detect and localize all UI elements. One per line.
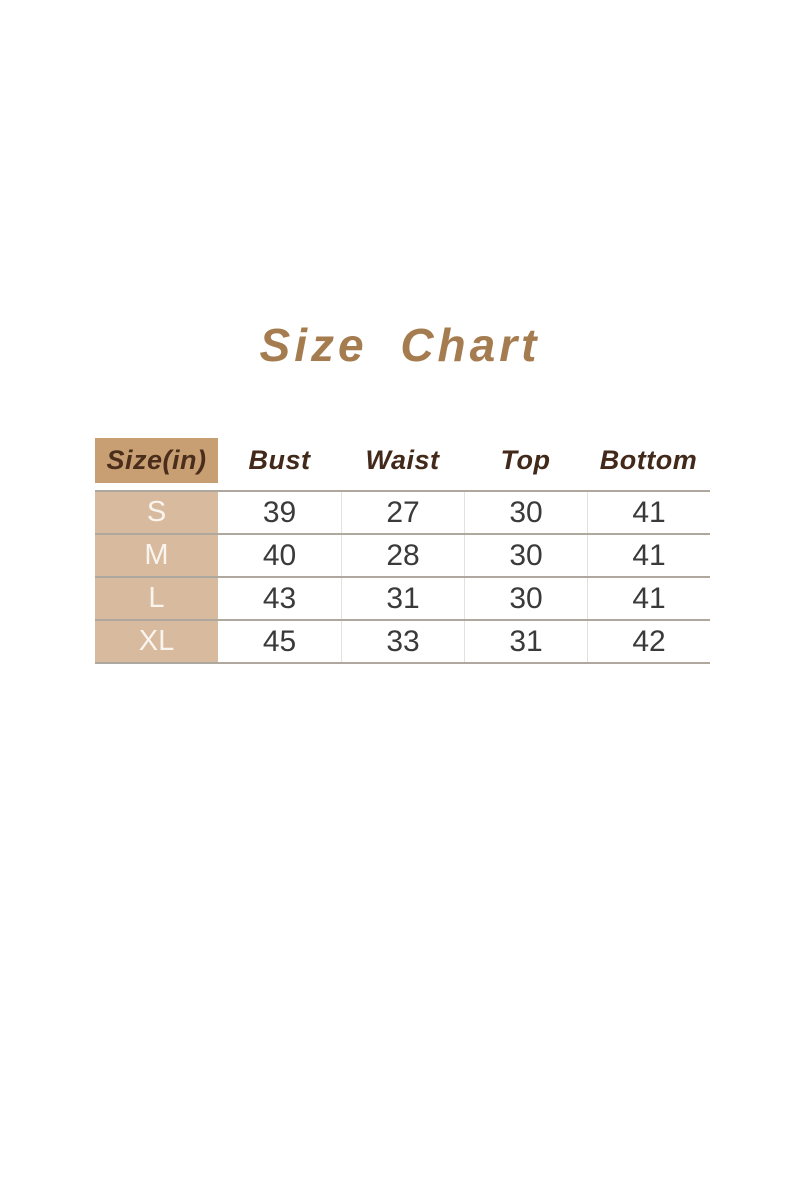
header-cell-waist: Waist xyxy=(365,445,440,475)
row-label: L xyxy=(95,578,218,619)
header-cell-bust: Bust xyxy=(248,445,311,475)
cell-waist: 31 xyxy=(341,578,464,619)
cell-top: 30 xyxy=(464,535,587,576)
cell-bottom: 41 xyxy=(587,578,710,619)
cell-top: 31 xyxy=(464,621,587,662)
table-row-s: S 39 27 30 41 xyxy=(95,492,710,535)
page-title: Size Chart xyxy=(259,319,541,371)
cell-waist: 33 xyxy=(341,621,464,662)
header-cell-bottom: Bottom xyxy=(599,445,698,475)
table-header-row: Size(in) Bust Waist Top Bottom xyxy=(95,438,710,483)
header-cell-size: Size(in) xyxy=(95,438,218,483)
cell-waist: 28 xyxy=(341,535,464,576)
table-row-xl: XL 45 33 31 42 xyxy=(95,621,710,664)
cell-bust: 45 xyxy=(218,621,341,662)
size-chart-table: Size(in) Bust Waist Top Bottom S 39 27 3… xyxy=(95,438,710,664)
row-label: S xyxy=(95,492,218,533)
cell-waist: 27 xyxy=(341,492,464,533)
cell-bottom: 42 xyxy=(587,621,710,662)
cell-bust: 43 xyxy=(218,578,341,619)
row-label: XL xyxy=(95,621,218,662)
header-cell-top: Top xyxy=(500,445,551,475)
cell-bust: 39 xyxy=(218,492,341,533)
table-row-l: L 43 31 30 41 xyxy=(95,578,710,621)
row-label: M xyxy=(95,535,218,576)
table-body: S 39 27 30 41 M 40 28 30 41 L 43 31 30 4… xyxy=(95,490,710,664)
cell-top: 30 xyxy=(464,492,587,533)
cell-bust: 40 xyxy=(218,535,341,576)
cell-top: 30 xyxy=(464,578,587,619)
cell-bottom: 41 xyxy=(587,492,710,533)
table-row-m: M 40 28 30 41 xyxy=(95,535,710,578)
cell-bottom: 41 xyxy=(587,535,710,576)
